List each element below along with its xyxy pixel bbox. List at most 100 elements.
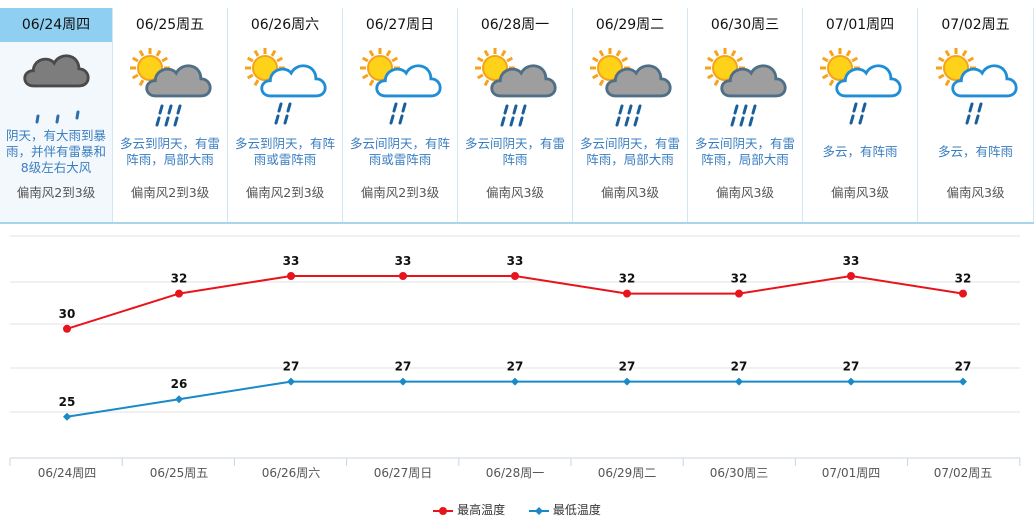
day-column[interactable]: 06/27周日 多云间阴天，有阵雨或雷阵雨 偏南风2到3级 — [343, 8, 458, 222]
x-tick-label: 06/26周六 — [262, 466, 321, 480]
day-description: 多云，有阵雨 — [918, 128, 1033, 176]
day-description-text: 多云间阴天，有雷阵雨，局部大雨 — [694, 136, 795, 167]
high-temp-point — [175, 289, 183, 298]
x-tick-label: 07/02周五 — [934, 466, 993, 480]
x-tick-label: 06/27周日 — [374, 466, 433, 480]
day-description: 多云，有阵雨 — [803, 128, 917, 176]
day-wind: 偏南风3级 — [601, 185, 659, 200]
x-tick-label: 06/24周四 — [38, 466, 97, 480]
low-temp-point — [287, 377, 295, 386]
temperature-chart: 06/24周四 06/25周五 06/26周六 06/27周日 06/28周一 06/29… — [9, 235, 1021, 480]
low-temp-point — [623, 377, 631, 386]
x-tick-label: 06/28周一 — [486, 466, 545, 480]
day-date: 06/24周四 — [0, 8, 112, 42]
low-temp-label: 27 — [955, 360, 972, 374]
day-date: 07/01周四 — [825, 17, 895, 33]
x-tick-label: 06/25周五 — [150, 466, 209, 480]
day-description-text: 多云间阴天，有阵雨或雷阵雨 — [349, 136, 450, 167]
day-description-text: 多云间阴天，有雷阵雨 — [464, 136, 565, 167]
day-description: 多云间阴天，有雷阵雨 — [458, 128, 572, 176]
sun-rain-cloud-icon — [475, 48, 557, 127]
weather-icon-box — [0, 42, 112, 128]
high-temp-label: 30 — [59, 307, 76, 321]
day-description-text: 阴天，有大雨到暴雨，并伴有雷暴和8级左右大风 — [6, 128, 107, 175]
day-description-text: 多云到阴天，有阵雨或雷阵雨 — [234, 136, 335, 167]
high-temp-label: 33 — [507, 254, 524, 268]
low-temp-point — [63, 412, 71, 421]
legend-item-high[interactable]: 最高温度 — [433, 501, 505, 518]
chart-legend: 最高温度 最低温度 — [0, 501, 1034, 518]
x-tick-label: 06/29周二 — [598, 466, 657, 480]
sun-shower-cloud-icon — [245, 48, 327, 125]
high-temp-label: 32 — [619, 272, 636, 286]
sun-rain-cloud-icon — [130, 48, 212, 127]
high-temp-point — [735, 289, 743, 298]
sun-shower-cloud-icon — [820, 48, 902, 125]
day-description-text: 多云，有阵雨 — [937, 144, 1013, 159]
day-column[interactable]: 06/26周六 多云到阴天，有阵雨或雷阵雨 偏南风2到3级 — [228, 8, 343, 222]
sun-shower-cloud-icon — [360, 48, 442, 125]
day-column[interactable]: 06/24周四 阴天，有大雨到暴雨，并伴有雷暴和8级左右大风 偏南风2到3级 — [0, 8, 113, 222]
low-temp-label: 27 — [731, 360, 748, 374]
day-wind: 偏南风2到3级 — [245, 185, 325, 200]
high-temp-label: 33 — [843, 254, 860, 268]
high-temp-point — [287, 272, 295, 280]
low-temp-label: 27 — [843, 360, 860, 374]
low-temp-label: 27 — [283, 360, 300, 374]
day-date: 06/30周三 — [710, 17, 780, 33]
low-temp-point — [959, 377, 967, 386]
low-temp-point — [175, 395, 183, 404]
high-temp-point — [847, 272, 855, 280]
low-temp-label: 25 — [59, 395, 76, 409]
day-date: 06/25周五 — [135, 17, 205, 33]
high-temp-label: 33 — [395, 254, 412, 268]
day-column[interactable]: 06/30周三 多云间阴天，有雷阵雨，局部大雨 偏南风3级 — [688, 8, 803, 222]
day-date: 06/26周六 — [250, 17, 320, 33]
day-description: 多云到阴天，有雷阵雨，局部大雨 — [113, 128, 227, 176]
day-column[interactable]: 07/02周五 多云，有阵雨 偏南风3级 — [918, 8, 1034, 222]
legend-low-marker-icon — [528, 506, 549, 515]
day-wind: 偏南风2到3级 — [130, 185, 210, 200]
forecast-panel: 06/24周四 阴天，有大雨到暴雨，并伴有雷暴和8级左右大风 偏南风2到3级 06… — [0, 0, 1034, 224]
sun-shower-cloud-icon — [935, 48, 1018, 125]
day-date: 06/28周一 — [480, 17, 550, 33]
low-temp-point — [511, 377, 519, 386]
low-temp-point — [399, 377, 407, 386]
legend-low-label: 最低温度 — [552, 503, 601, 517]
low-temp-label: 27 — [507, 360, 524, 374]
weather-icon-box — [228, 42, 342, 128]
legend-item-low[interactable]: 最低温度 — [528, 501, 601, 518]
day-date: 07/02周五 — [941, 17, 1010, 33]
high-temp-point — [63, 324, 71, 333]
high-temp-point — [623, 289, 631, 298]
day-column[interactable]: 06/25周五 多云到阴天，有雷阵雨，局部大雨 偏南风2到3级 — [113, 8, 228, 222]
day-description: 多云间阴天，有阵雨或雷阵雨 — [343, 128, 457, 176]
day-column[interactable]: 06/29周二 多云间阴天，有雷阵雨，局部大雨 偏南风3级 — [573, 8, 688, 222]
legend-high-label: 最高温度 — [457, 503, 506, 517]
day-wind: 偏南风3级 — [831, 185, 889, 200]
weather-icon-box — [573, 42, 687, 128]
high-temp-line — [66, 274, 964, 330]
low-temp-point — [735, 377, 743, 386]
day-wind: 偏南风3级 — [486, 185, 544, 200]
day-wind: 偏南风3级 — [716, 185, 774, 200]
day-column[interactable]: 07/01周四 多云，有阵雨 偏南风3级 — [803, 8, 918, 222]
high-temp-point — [511, 272, 519, 280]
low-temp-label: 27 — [619, 360, 636, 374]
high-temp-point — [959, 289, 967, 298]
weather-icon-box — [803, 42, 917, 128]
top-strip — [0, 0, 1034, 8]
low-temp-label: 27 — [395, 360, 412, 374]
weather-icon-box — [458, 42, 572, 128]
day-column[interactable]: 06/28周一 多云间阴天，有雷阵雨 偏南风3级 — [458, 8, 573, 222]
day-date: 06/27周日 — [365, 17, 435, 33]
high-temp-label: 32 — [731, 272, 748, 286]
day-description: 多云间阴天，有雷阵雨，局部大雨 — [688, 128, 802, 176]
day-description-text: 多云，有阵雨 — [822, 144, 898, 159]
day-description-text: 多云到阴天，有雷阵雨，局部大雨 — [119, 136, 220, 167]
sun-rain-cloud-icon — [590, 48, 672, 127]
high-temp-label: 32 — [171, 272, 188, 286]
weather-icon-box — [688, 42, 802, 128]
day-description: 多云间阴天，有雷阵雨，局部大雨 — [573, 128, 687, 176]
day-wind: 偏南风2到3级 — [360, 185, 440, 200]
